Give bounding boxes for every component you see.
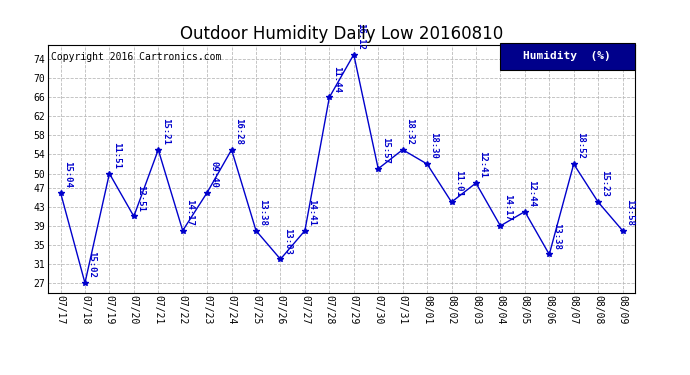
Text: 14:17: 14:17 [503,194,512,221]
Text: 15:04: 15:04 [63,161,72,188]
Text: 15:57: 15:57 [381,137,390,164]
Text: 18:52: 18:52 [576,132,585,159]
Text: Copyright 2016 Cartronics.com: Copyright 2016 Cartronics.com [51,53,221,62]
Text: 13:38: 13:38 [259,199,268,226]
Text: 16:28: 16:28 [234,118,243,145]
Text: 11:44: 11:44 [332,66,341,93]
Text: 13:03: 13:03 [283,228,292,254]
Text: Humidity  (%): Humidity (%) [524,51,611,61]
Text: 11:51: 11:51 [112,142,121,169]
Title: Outdoor Humidity Daily Low 20160810: Outdoor Humidity Daily Low 20160810 [180,26,503,44]
Text: 18:30: 18:30 [429,132,439,159]
Text: 11:01: 11:01 [454,170,463,197]
Text: 12:51: 12:51 [137,185,146,211]
Text: 14:41: 14:41 [307,199,316,226]
Text: 12:44: 12:44 [527,180,536,207]
Text: 12:41: 12:41 [478,152,487,178]
Text: 15:23: 15:23 [600,170,609,197]
Text: 13:38: 13:38 [552,223,561,250]
Text: 18:32: 18:32 [405,118,414,145]
Text: 09:40: 09:40 [210,161,219,188]
Text: 14:17: 14:17 [185,199,194,226]
Text: 13:58: 13:58 [625,199,634,226]
Text: 15:02: 15:02 [88,251,97,278]
Text: 15:21: 15:21 [161,118,170,145]
Text: 16:12: 16:12 [356,23,365,50]
FancyBboxPatch shape [500,42,635,70]
